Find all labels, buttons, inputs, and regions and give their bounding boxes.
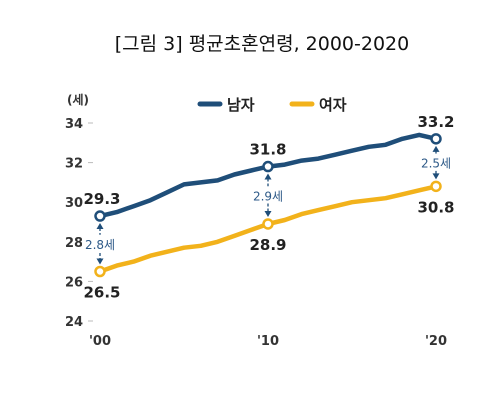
gap-label-background: [418, 153, 454, 171]
legend-label: 남자: [227, 96, 255, 114]
gap-label-background: [82, 234, 118, 252]
chart-legend: 남자 여자: [197, 96, 347, 114]
data-point-marker: [430, 180, 442, 193]
y-axis: 24 26 28 30 32 34: [65, 117, 93, 330]
gap-arrow-head: [264, 210, 272, 217]
y-tick-label: 32: [65, 157, 83, 172]
legend-label: 여자: [319, 96, 347, 114]
data-point-marker: [94, 210, 106, 222]
gap-arrow-head: [432, 173, 440, 180]
y-tick-label: 34: [65, 117, 83, 132]
x-axis: '00 '10 '20: [89, 334, 447, 349]
data-point-marker: [262, 218, 274, 230]
data-value-label: 33.2: [417, 113, 454, 131]
gap-label: 2.5세: [421, 157, 451, 171]
y-tick-label: 24: [65, 315, 83, 330]
y-tick-label: 28: [65, 236, 83, 251]
y-tick-label: 26: [65, 275, 83, 290]
x-tick-label: '00: [89, 334, 111, 349]
x-tick-label: '20: [425, 334, 447, 349]
gap-arrow-head: [432, 145, 440, 152]
annotation-layer: 29.3 31.8 33.2 26.5 28.9 30.8 2.8세 2.9세 2.5세: [82, 113, 455, 302]
x-tick-label: '10: [257, 334, 279, 349]
data-point-marker: [430, 133, 442, 145]
data-value-label: 30.8: [417, 198, 454, 216]
gap-label: 2.9세: [253, 189, 283, 203]
data-point-marker: [94, 265, 106, 278]
y-tick-label: 30: [65, 196, 83, 211]
gap-label: 2.8세: [85, 238, 115, 252]
data-value-label: 31.8: [249, 141, 286, 159]
gap-arrow-head: [264, 173, 272, 180]
gap-arrow-head: [96, 223, 104, 230]
gap-arrow-head: [96, 258, 104, 265]
y-axis-unit-label: (세): [67, 92, 89, 107]
data-value-label: 26.5: [83, 284, 120, 302]
data-point-marker: [262, 160, 274, 173]
data-value-label: 28.9: [249, 236, 286, 254]
data-value-label: 29.3: [83, 190, 120, 208]
gap-label-background: [250, 186, 286, 204]
chart-title: [그림 3] 평균초혼연령, 2000-2020: [115, 33, 409, 55]
